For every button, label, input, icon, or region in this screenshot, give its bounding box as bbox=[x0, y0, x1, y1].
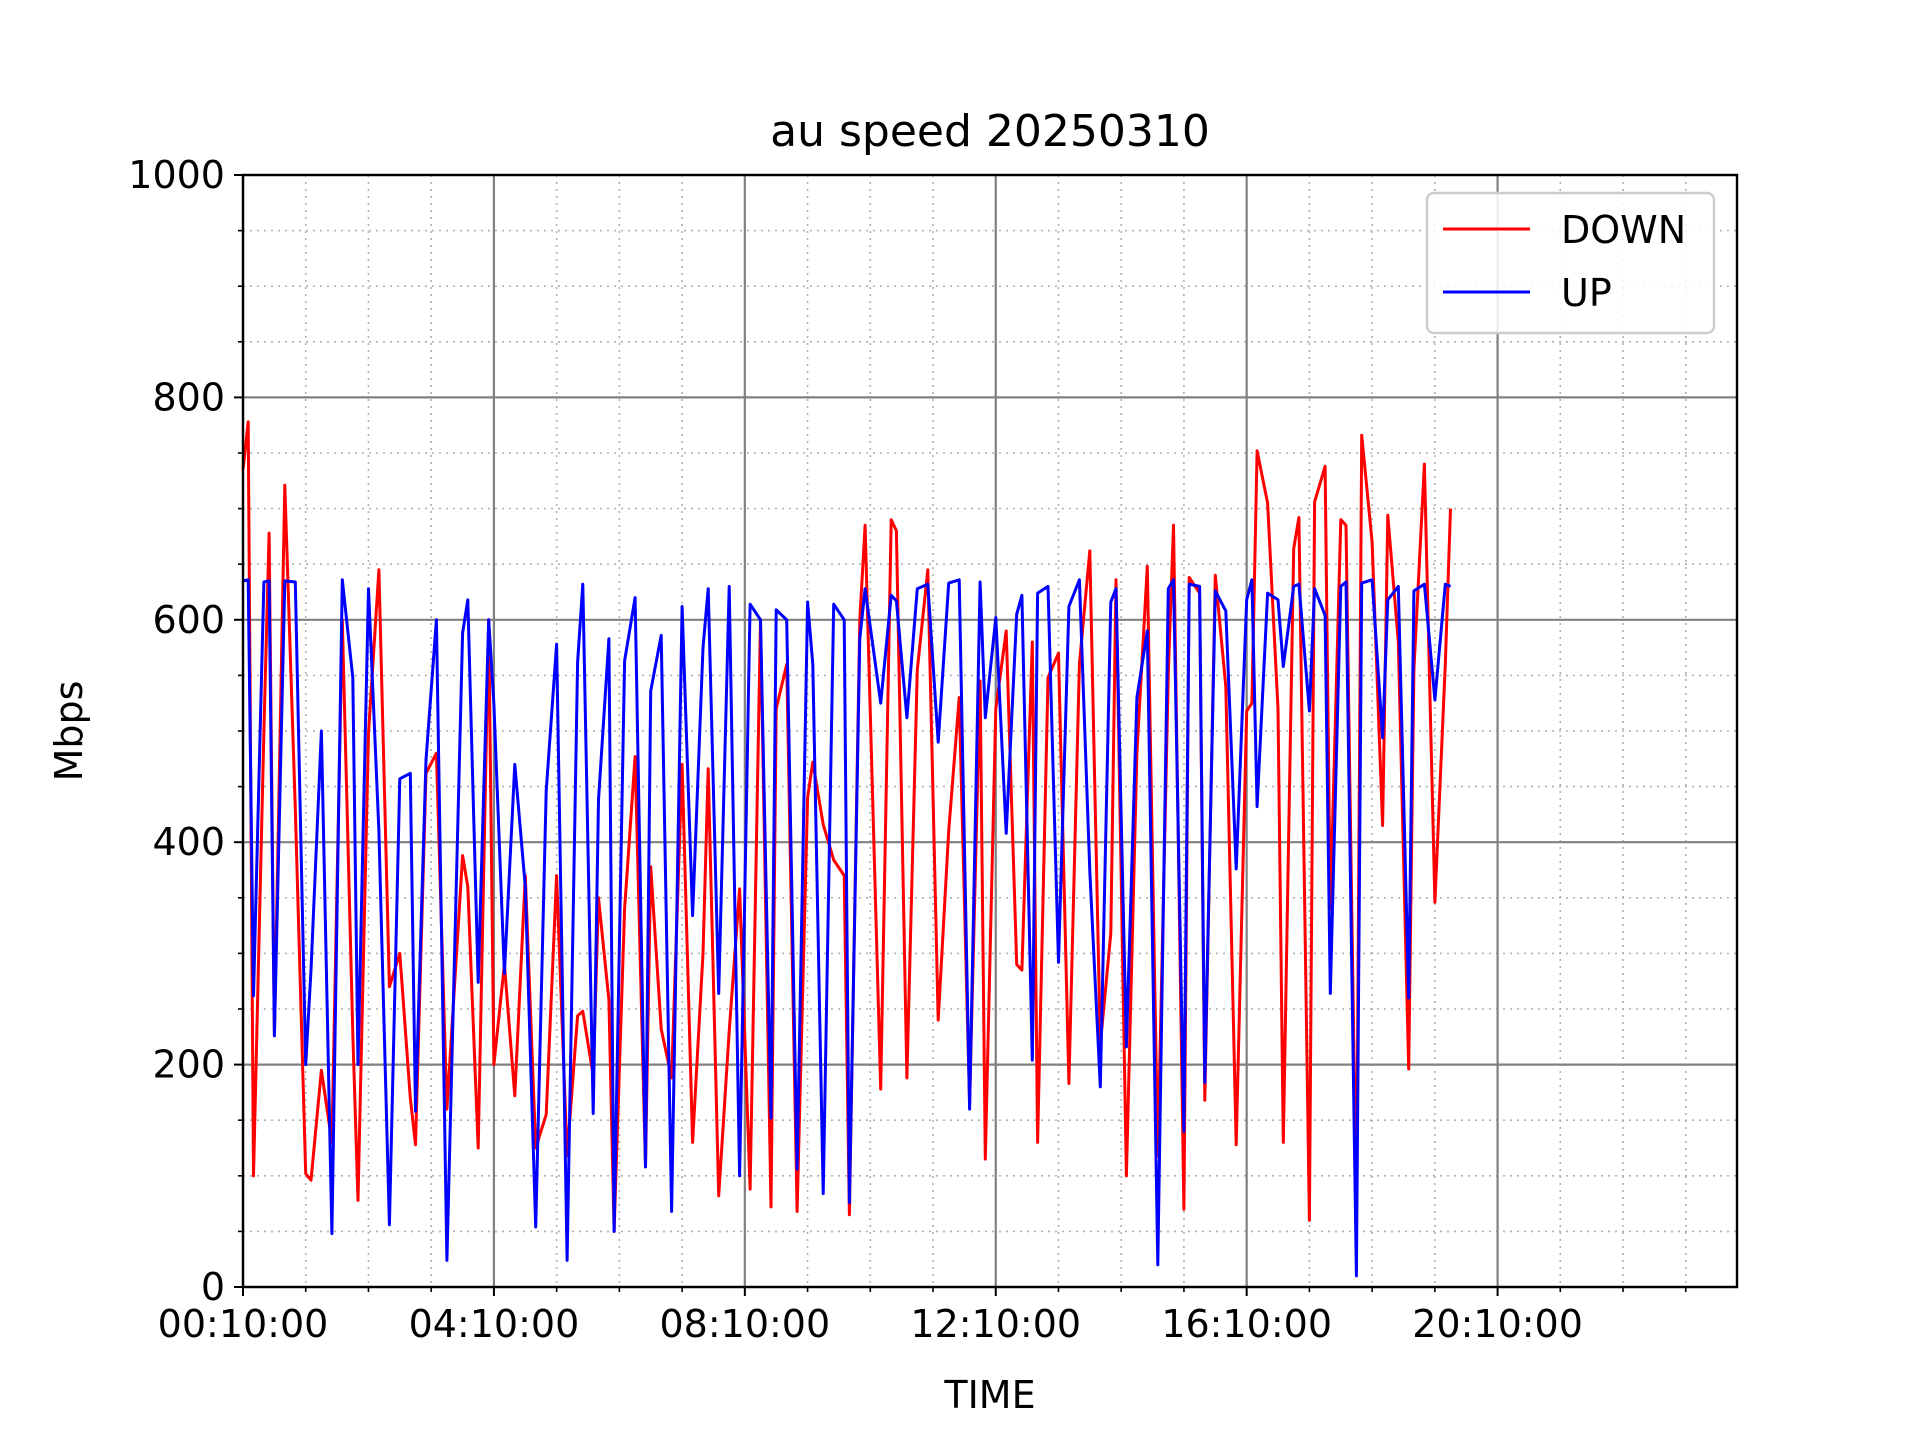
series-line-up bbox=[242, 578, 1452, 1278]
axis-ticks: 00:10:00 04:10:00 08:10:00 12:10:00 16:10:00… bbox=[128, 153, 1687, 1346]
legend-label-down: DOWN bbox=[1561, 208, 1686, 252]
legend-label-up: UP bbox=[1561, 271, 1612, 315]
x-tick-label: 16:10:00 bbox=[1161, 1302, 1332, 1346]
y-axis-label: Mbps bbox=[47, 681, 91, 782]
y-tick-label: 600 bbox=[152, 598, 225, 642]
x-tick-label: 08:10:00 bbox=[659, 1302, 830, 1346]
chart-title: au speed 20250310 bbox=[770, 106, 1210, 157]
series-layer bbox=[241, 420, 1452, 1278]
y-tick-label: 800 bbox=[152, 375, 225, 419]
y-tick-label: 200 bbox=[152, 1043, 225, 1087]
x-tick-label: 00:10:00 bbox=[158, 1302, 329, 1346]
x-tick-label: 12:10:00 bbox=[910, 1302, 1081, 1346]
x-axis-label: TIME bbox=[943, 1373, 1035, 1417]
x-tick-label: 20:10:00 bbox=[1412, 1302, 1583, 1346]
legend: DOWN UP bbox=[1425, 191, 1716, 335]
y-tick-label: 400 bbox=[152, 820, 225, 864]
x-tick-label: 04:10:00 bbox=[409, 1302, 580, 1346]
y-tick-label: 1000 bbox=[128, 153, 225, 197]
y-tick-label: 0 bbox=[201, 1265, 225, 1309]
